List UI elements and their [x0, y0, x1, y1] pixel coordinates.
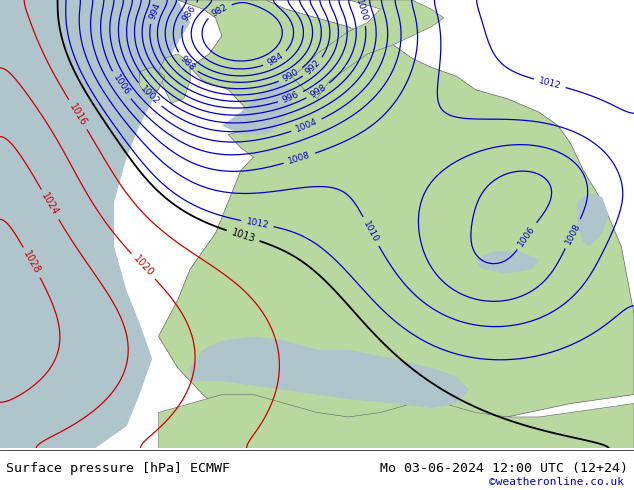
Text: 1028: 1028: [22, 249, 42, 276]
Text: 982: 982: [210, 2, 229, 19]
Polygon shape: [158, 394, 634, 448]
Text: 1006: 1006: [517, 224, 537, 248]
Text: 990: 990: [281, 67, 301, 83]
Polygon shape: [158, 0, 634, 426]
Polygon shape: [266, 0, 444, 98]
Polygon shape: [139, 67, 165, 94]
Text: Mo 03-06-2024 12:00 UTC (12+24): Mo 03-06-2024 12:00 UTC (12+24): [380, 462, 628, 475]
Text: 1008: 1008: [564, 221, 582, 246]
Text: 1013: 1013: [230, 227, 256, 244]
Text: 988: 988: [178, 54, 197, 72]
Text: 1012: 1012: [245, 217, 269, 230]
Polygon shape: [222, 81, 292, 135]
Text: 994: 994: [148, 1, 162, 21]
Text: Surface pressure [hPa] ECMWF: Surface pressure [hPa] ECMWF: [6, 462, 230, 475]
Text: 986: 986: [181, 4, 198, 23]
Text: 1012: 1012: [538, 76, 562, 91]
Text: 1004: 1004: [294, 117, 319, 134]
Text: 984: 984: [266, 51, 285, 68]
Text: 1010: 1010: [361, 219, 380, 244]
Text: 1008: 1008: [287, 150, 312, 166]
Text: 1002: 1002: [138, 84, 160, 106]
Polygon shape: [476, 251, 539, 273]
Text: 1020: 1020: [131, 254, 155, 279]
Text: 998: 998: [309, 82, 328, 99]
Text: ©weatheronline.co.uk: ©weatheronline.co.uk: [489, 477, 624, 487]
Text: 996: 996: [281, 90, 301, 105]
Text: 1024: 1024: [39, 192, 60, 218]
Text: 992: 992: [304, 58, 323, 76]
Text: 1016: 1016: [67, 101, 89, 127]
Polygon shape: [158, 54, 190, 103]
Polygon shape: [577, 193, 609, 246]
Text: 1006: 1006: [111, 74, 131, 98]
Polygon shape: [190, 336, 469, 408]
Polygon shape: [0, 0, 190, 448]
Text: 1000: 1000: [354, 0, 368, 23]
